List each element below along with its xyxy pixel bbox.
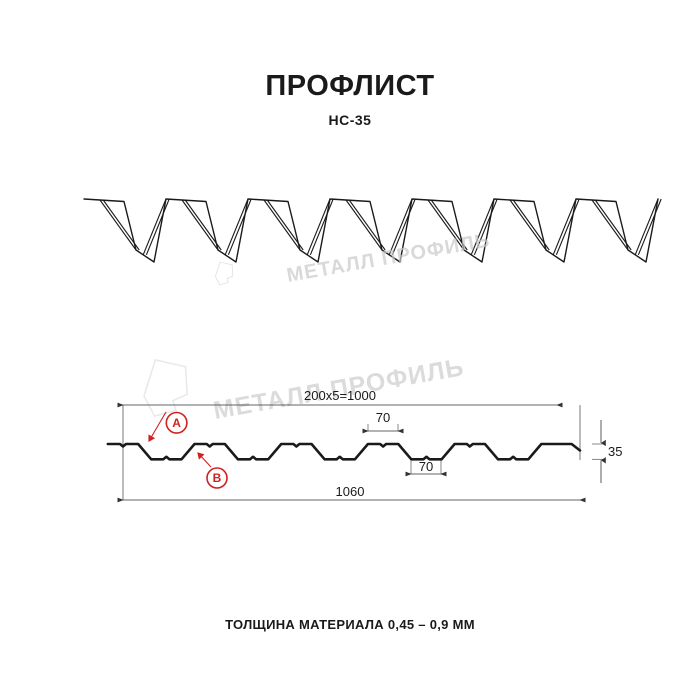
svg-text:70: 70	[419, 459, 433, 474]
svg-text:200х5=1000: 200х5=1000	[304, 388, 376, 403]
svg-text:A: A	[172, 416, 181, 430]
svg-text:70: 70	[376, 410, 390, 425]
svg-text:1060: 1060	[336, 484, 365, 499]
svg-text:B: B	[213, 471, 222, 485]
svg-text:35: 35	[608, 444, 622, 459]
